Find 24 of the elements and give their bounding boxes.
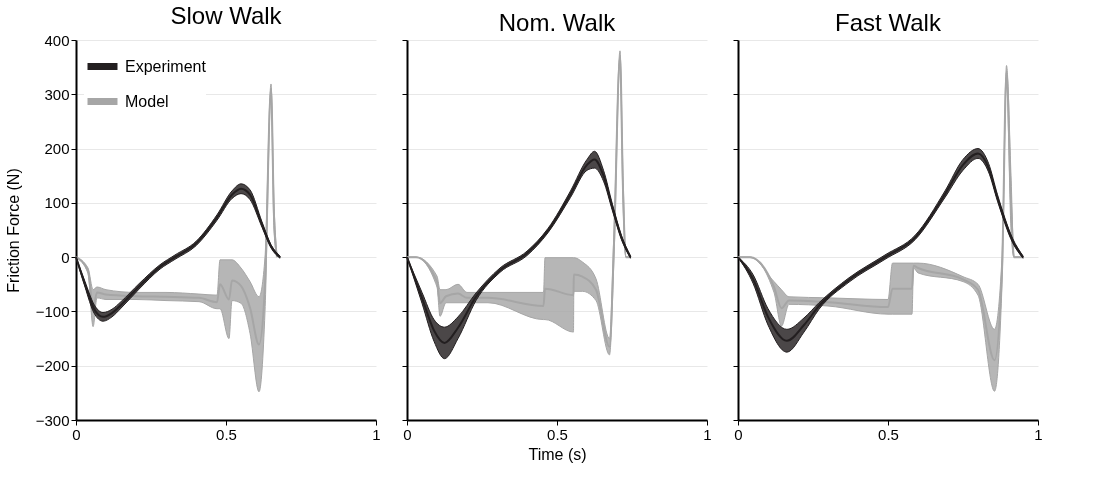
x-axis-title: Time (s) [528, 445, 587, 463]
y-axis-title: Friction Force (N) [4, 168, 22, 293]
chart-title: Nom. Walk [498, 8, 617, 36]
x-tick-label: 0.5 [878, 425, 899, 443]
y-tick-label: 100 [44, 194, 70, 212]
y-tick-label: −200 [35, 357, 70, 375]
chart-title: Slow Walk [170, 2, 283, 29]
y-tick-label: 300 [44, 85, 70, 103]
x-tick-label: 1 [1034, 425, 1043, 443]
x-tick-label: 0 [403, 425, 412, 443]
y-tick-label: 200 [44, 140, 70, 158]
x-tick-label: 0.5 [216, 425, 237, 443]
x-tick-label: 0 [734, 425, 743, 443]
y-tick-label: −300 [35, 411, 70, 429]
x-tick-label: 1 [372, 425, 381, 443]
x-tick-label: 0 [72, 425, 81, 443]
y-tick-label: 0 [61, 248, 70, 266]
y-tick-label: −100 [35, 302, 70, 320]
y-tick-label: 400 [44, 31, 70, 49]
x-tick-label: 0.5 [547, 425, 568, 443]
legend-label: Model [125, 92, 169, 110]
chart-title: Fast Walk [835, 8, 942, 36]
legend-label: Experiment [125, 57, 207, 75]
x-tick-label: 1 [703, 425, 712, 443]
